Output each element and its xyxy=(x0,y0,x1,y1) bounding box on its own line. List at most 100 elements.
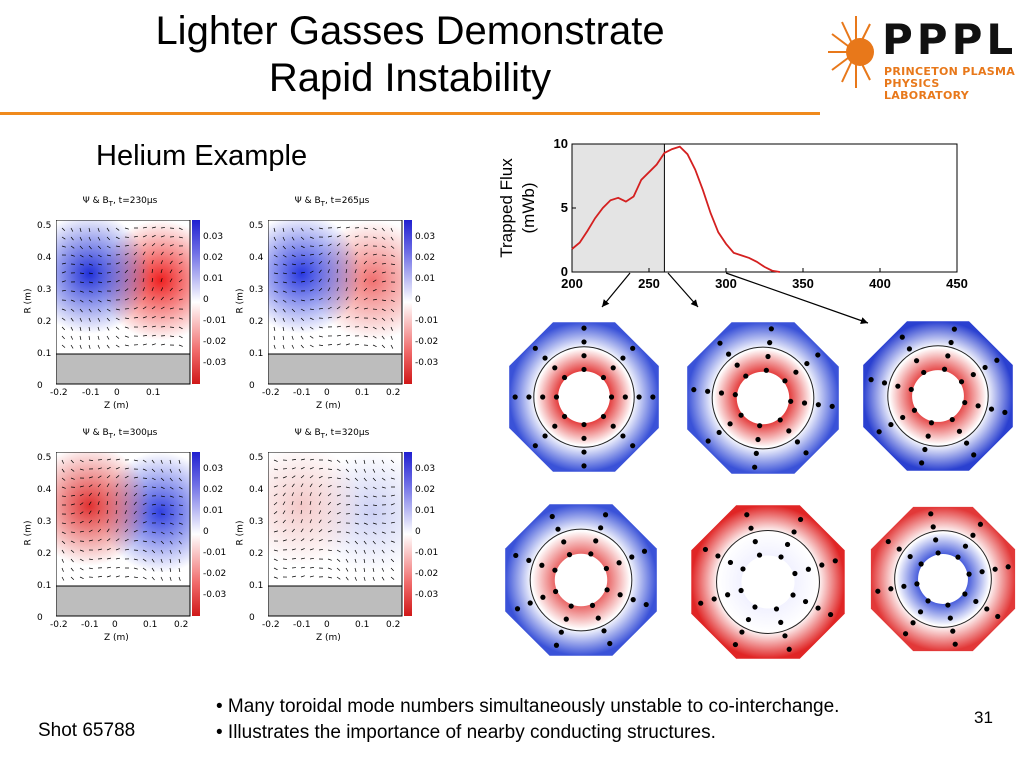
x-tick: -0.2 xyxy=(50,620,68,630)
x-tick-label: 200 xyxy=(561,276,583,291)
x-tick: 0 xyxy=(112,620,118,630)
colorbar-tick: 0.03 xyxy=(203,464,224,474)
colorbar-tick: 0 xyxy=(203,527,209,537)
title-line-2: Rapid Instability xyxy=(268,56,552,100)
title-line-1: Lighter Gasses Demonstrate xyxy=(155,9,665,53)
colorbar-tick: -0.03 xyxy=(203,358,227,368)
y-axis-label: R (m) xyxy=(23,520,34,546)
x-tick: -0.1 xyxy=(82,388,100,398)
x-tick: -0.1 xyxy=(293,388,311,398)
colorbar-tick: -0.01 xyxy=(415,548,439,558)
mode-ring-image xyxy=(687,322,839,474)
bullet-list: • Many toroidal mode numbers simultaneou… xyxy=(216,694,839,746)
colorbar-tick: 0.01 xyxy=(203,506,224,516)
y-axis-label: R (m) xyxy=(235,520,246,546)
shaded-region xyxy=(572,144,665,272)
bullet-item: • Illustrates the importance of nearby c… xyxy=(216,722,716,743)
y-tick: 0.2 xyxy=(249,549,264,559)
colorbar-tick: 0.01 xyxy=(415,274,436,284)
psi-panel: Ψ & BT, t=300μs 0.03 0.02 0.01 0 -0.01 -0.02 -0… xyxy=(20,428,232,650)
logo-subtitle-line-2: PHYSICS LABORATORY xyxy=(884,77,970,102)
x-tick-label: 300 xyxy=(715,276,737,291)
x-tick: 0.1 xyxy=(355,620,370,630)
title-underline xyxy=(0,112,820,115)
y-tick: 0.4 xyxy=(249,485,264,495)
psi-panel: Ψ & BT, t=230μs 0.03 0.02 0.01 0 -0.01 -0.02 -0… xyxy=(20,196,232,418)
y-tick-label: 10 xyxy=(554,136,568,151)
y-tick: 0.2 xyxy=(249,317,264,327)
y-tick: 0 xyxy=(249,381,255,391)
y-tick: 0.4 xyxy=(37,253,52,263)
flux-ylabel-line-1: Trapped Flux xyxy=(497,158,516,258)
colorbar-tick: -0.01 xyxy=(203,316,227,326)
colorbar-tick: -0.01 xyxy=(203,548,227,558)
psi-panel: Ψ & BT, t=320μs 0.03 0.02 0.01 0 -0.01 -0.02 -0… xyxy=(232,428,444,650)
y-tick: 0.5 xyxy=(249,453,264,463)
y-tick: 0 xyxy=(37,613,43,623)
colorbar-tick: 0.02 xyxy=(203,253,224,263)
x-tick: 0.2 xyxy=(386,620,401,630)
y-tick: 0.3 xyxy=(249,285,264,295)
psi-contour-plot xyxy=(268,220,403,385)
colorbar-tick: -0.01 xyxy=(415,316,439,326)
colorbar xyxy=(192,452,200,616)
y-tick: 0.1 xyxy=(37,581,52,591)
y-tick: 0 xyxy=(37,381,43,391)
y-tick: 0.1 xyxy=(249,581,264,591)
colorbar xyxy=(404,220,412,384)
logo-subtitle: PRINCETON PLASMA PHYSICS LABORATORY xyxy=(884,66,1016,102)
logo-subtitle-line-1: PRINCETON PLASMA xyxy=(884,65,1016,78)
shot-number: Shot 65788 xyxy=(38,720,136,741)
section-subtitle: Helium Example xyxy=(96,140,308,172)
x-tick: 0.1 xyxy=(355,388,370,398)
colorbar-tick: -0.03 xyxy=(415,590,439,600)
y-tick: 0.3 xyxy=(249,517,264,527)
psi-panel: Ψ & BT, t=265μs 0.03 0.02 0.01 0 -0.01 -0.02 -0… xyxy=(232,196,444,418)
colorbar-tick: -0.02 xyxy=(203,569,227,579)
y-tick: 0.2 xyxy=(37,549,52,559)
colorbar-tick: -0.02 xyxy=(203,337,227,347)
x-tick: 0.1 xyxy=(143,620,158,630)
x-tick: -0.2 xyxy=(50,388,68,398)
y-tick: 0.3 xyxy=(37,517,52,527)
x-tick: -0.1 xyxy=(293,620,311,630)
colorbar xyxy=(192,220,200,384)
colorbar-tick: 0.03 xyxy=(415,464,436,474)
x-tick: 0.2 xyxy=(174,620,189,630)
x-tick: -0.1 xyxy=(81,620,99,630)
y-tick: 0.4 xyxy=(249,253,264,263)
psi-contour-plot xyxy=(268,452,403,617)
y-axis-label: R (m) xyxy=(235,288,246,314)
flux-chart-ylabel: Trapped Flux (mWb) xyxy=(492,148,548,268)
x-tick: 0 xyxy=(324,388,330,398)
colorbar-tick: 0.03 xyxy=(415,232,436,242)
x-tick: 0.1 xyxy=(146,388,161,398)
mode-ring-image xyxy=(863,321,1013,471)
colorbar-tick: 0 xyxy=(203,295,209,305)
x-tick: 0 xyxy=(114,388,120,398)
colorbar-tick: -0.02 xyxy=(415,569,439,579)
y-axis-label: R (m) xyxy=(23,288,34,314)
panel-title: Ψ & BT, t=300μs xyxy=(82,428,158,440)
colorbar-tick: -0.03 xyxy=(203,590,227,600)
mode-ring-image xyxy=(505,504,657,656)
x-tick: -0.2 xyxy=(262,620,280,630)
pointer-arrows xyxy=(601,272,869,325)
y-tick-label: 5 xyxy=(561,200,568,215)
page-number: 31 xyxy=(974,708,993,727)
y-tick: 0.2 xyxy=(37,317,52,327)
x-axis-label: Z (m) xyxy=(316,401,341,411)
x-tick: 0.2 xyxy=(386,388,401,398)
colorbar-tick: 0 xyxy=(415,527,421,537)
flux-series-line xyxy=(571,145,781,273)
x-axis-label: Z (m) xyxy=(104,401,129,411)
sunburst-icon xyxy=(828,16,874,88)
y-tick: 0.5 xyxy=(37,221,52,231)
panel-title: Ψ & BT, t=320μs xyxy=(294,428,370,440)
y-tick: 0.4 xyxy=(37,485,52,495)
colorbar-tick: 0.02 xyxy=(415,485,436,495)
psi-contour-plot xyxy=(56,452,191,617)
x-axis-label: Z (m) xyxy=(316,633,341,643)
pppl-logo: PPPL PRINCETON PLASMA PHYSICS LABORATORY xyxy=(826,12,1016,102)
bullet-item: • Many toroidal mode numbers simultaneou… xyxy=(216,696,840,717)
